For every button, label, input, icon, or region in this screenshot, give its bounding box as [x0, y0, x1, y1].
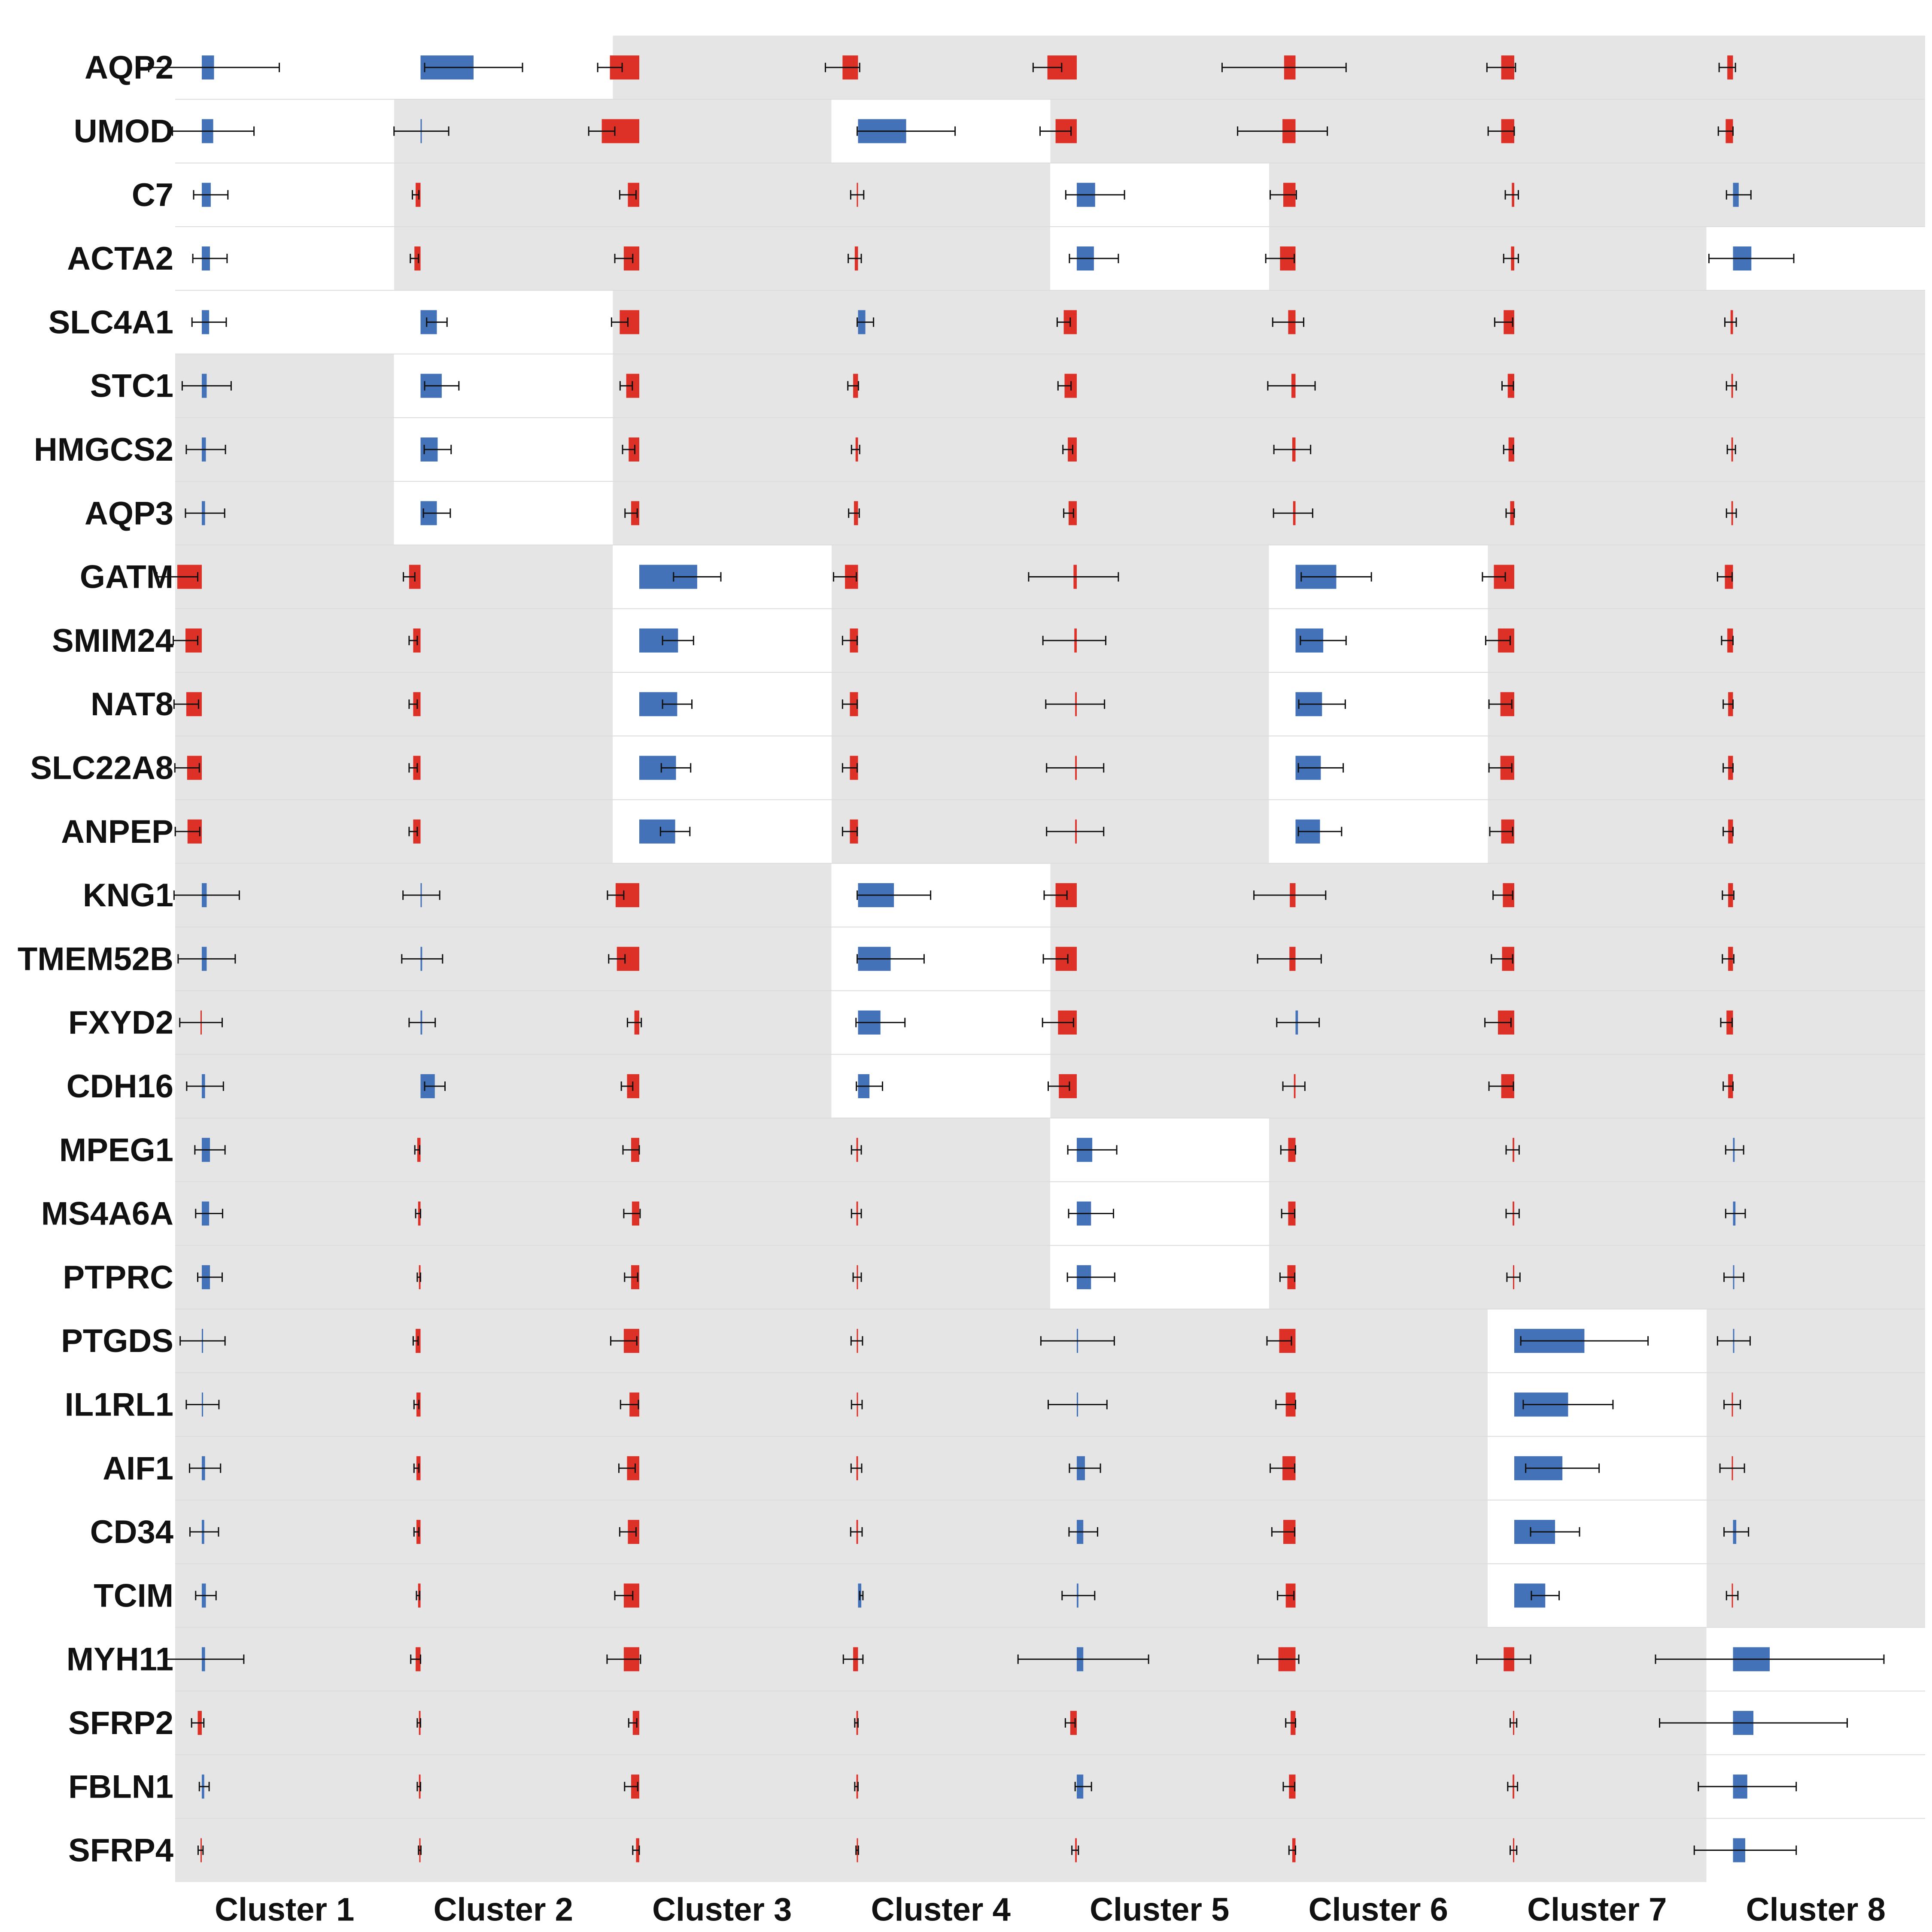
cluster-label: Cluster 4 — [871, 1892, 1011, 1928]
gene-label: NAT8 — [91, 686, 173, 723]
gene-label: MYH11 — [67, 1641, 173, 1678]
gene-label: UMOD — [74, 113, 173, 149]
gene-label: C7 — [132, 177, 173, 213]
gene-label: KNG1 — [83, 877, 173, 914]
cluster-label: Cluster 6 — [1309, 1892, 1448, 1928]
gene-label: PTGDS — [61, 1323, 173, 1359]
gene-label: AQP3 — [85, 495, 173, 532]
gene-label: SMIM24 — [52, 623, 173, 659]
gene-label: AQP2 — [85, 49, 173, 86]
cluster-label: Cluster 1 — [215, 1892, 354, 1928]
gene-label: SLC22A8 — [30, 750, 173, 786]
gene-label: AIF1 — [103, 1450, 173, 1487]
cluster-label: Cluster 8 — [1746, 1892, 1886, 1928]
gene-label: HMGCS2 — [34, 431, 173, 468]
cluster-label: Cluster 7 — [1527, 1892, 1667, 1928]
gene-label: CD34 — [90, 1514, 173, 1550]
gene-label: GATM — [80, 559, 173, 595]
gene-label: MPEG1 — [59, 1132, 173, 1168]
gene-label: STC1 — [90, 368, 173, 404]
gene-label: ACTA2 — [67, 240, 173, 277]
gene-label: TMEM52B — [18, 941, 173, 977]
gene-label: ANPEP — [61, 814, 173, 850]
gene-label: MS4A6A — [41, 1196, 173, 1232]
gene-label: SFRP2 — [68, 1705, 173, 1741]
gene-label: IL1RL1 — [65, 1386, 173, 1423]
cluster-label: Cluster 2 — [434, 1892, 573, 1928]
gene-label: SFRP4 — [68, 1832, 173, 1869]
gene-label: PTPRC — [63, 1259, 173, 1296]
gene-label: FXYD2 — [68, 1005, 173, 1041]
gene-label: CDH16 — [67, 1068, 173, 1105]
cluster-label: Cluster 5 — [1090, 1892, 1229, 1928]
gene-label: SLC4A1 — [49, 304, 173, 340]
gene-label: TCIM — [94, 1577, 173, 1614]
gene-label: FBLN1 — [68, 1768, 173, 1805]
cluster-label: Cluster 3 — [652, 1892, 792, 1928]
